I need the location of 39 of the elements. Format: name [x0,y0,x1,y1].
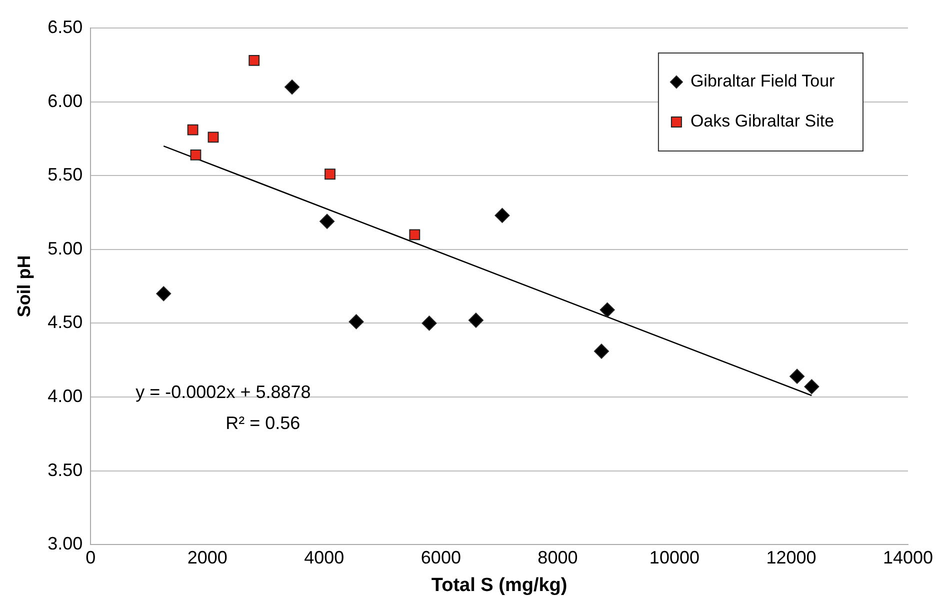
y-tick-label: 4.00 [48,386,83,406]
legend-label: Gibraltar Field Tour [690,72,836,91]
y-tick-label: 5.00 [48,238,83,258]
annotation: R² = 0.56 [226,412,300,433]
y-tick-label: 4.50 [48,312,83,332]
point [494,208,510,223]
legend-label: Oaks Gibraltar Site [690,112,834,131]
point [348,314,364,330]
point [208,132,219,143]
annotation: y = -0.0002x + 5.8878 [136,382,311,402]
point [409,229,420,240]
point [600,302,615,318]
x-tick-label: 8000 [538,547,578,568]
point [187,124,198,136]
x-tick-label: 12000 [766,547,816,568]
x-tick-label: 0 [86,547,96,568]
point [284,80,300,95]
point [156,286,172,302]
x-tick-label: 10000 [649,547,700,568]
y-tick-label: 5.50 [48,164,83,185]
y-axis-title: Soil pH [14,255,34,318]
point [190,149,202,160]
x-tick-label: 6000 [420,547,461,568]
y-tick-label: 3.00 [48,534,83,554]
y-tick-label: 3.50 [48,460,83,480]
point [422,316,437,331]
point [324,168,336,180]
point [468,312,484,328]
x-tick-label: 2000 [187,547,228,568]
point [790,368,805,384]
x-axis-title: Total S (mg/kg) [431,574,568,596]
point [320,214,335,229]
y-tick-label: 6.50 [48,16,83,37]
point [804,379,820,394]
x-tick-label: 14000 [882,547,934,568]
point [248,55,260,66]
y-tick-label: 6.00 [48,90,83,111]
point [594,344,609,359]
x-tick-label: 4000 [304,547,344,568]
